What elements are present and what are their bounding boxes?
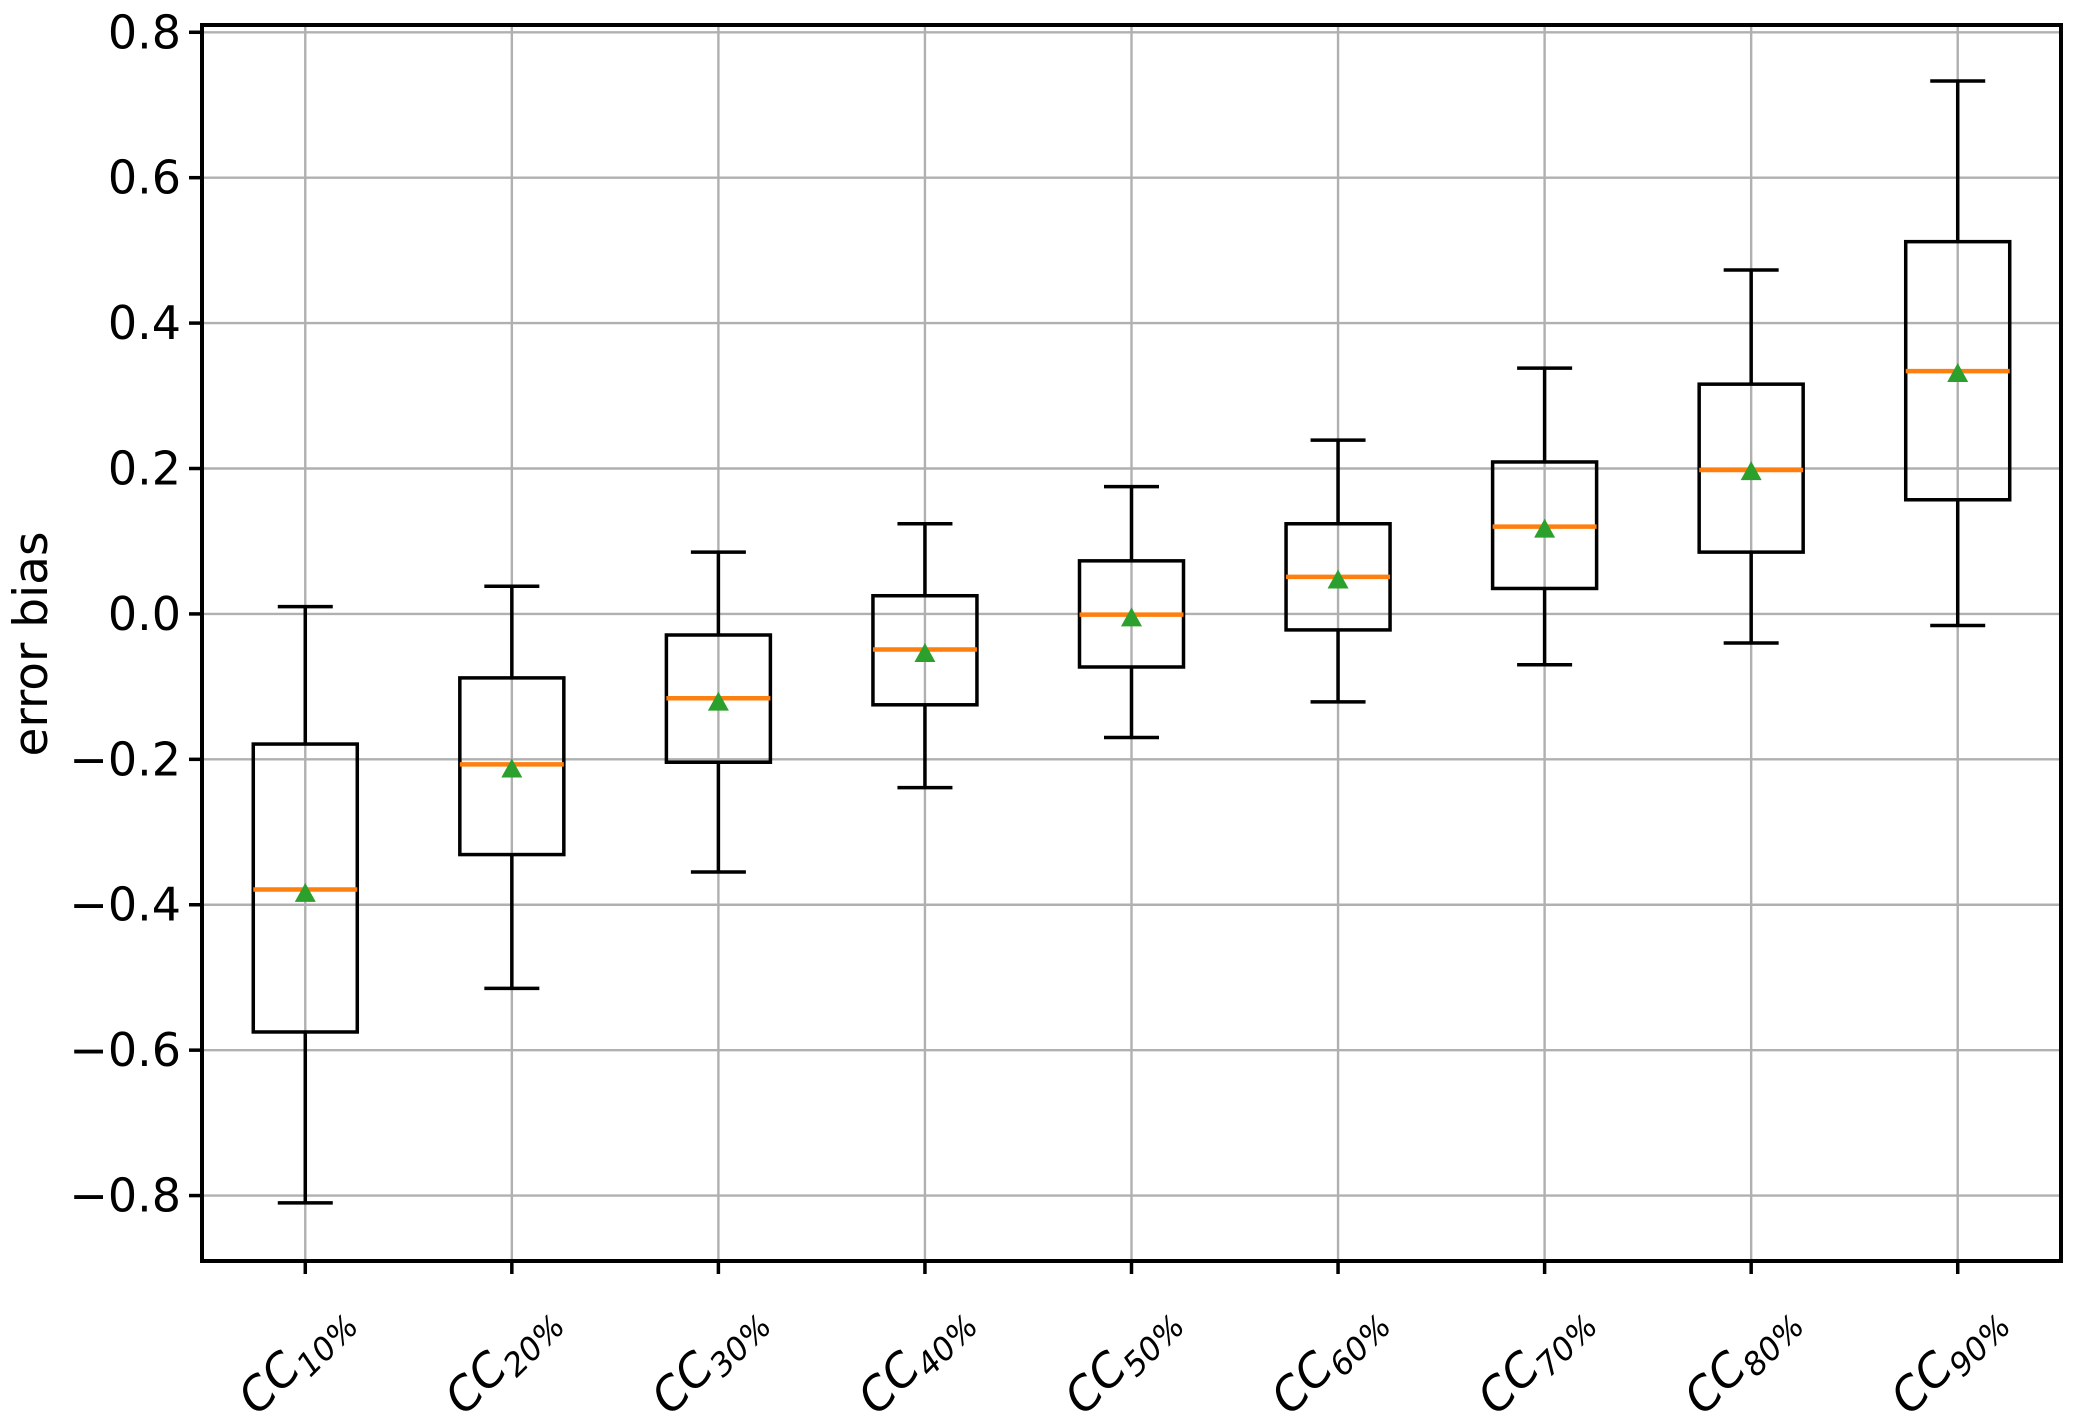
y-tick-label: 0.2: [108, 442, 181, 496]
y-tick-label: −0.4: [69, 878, 181, 932]
mean-marker: [501, 758, 523, 778]
mean-marker: [1947, 363, 1969, 383]
y-tick-label: −0.6: [69, 1023, 181, 1077]
y-tick-label: 0.6: [108, 151, 181, 205]
mean-marker: [914, 642, 936, 662]
x-tick-label: CC90%: [1880, 1291, 2019, 1424]
box-group-CC_90%: [1903, 79, 2012, 628]
box-group-CC_60%: [1284, 438, 1392, 704]
box-group-CC_20%: [458, 584, 566, 991]
mean-marker: [294, 882, 316, 902]
mean-marker: [707, 691, 729, 711]
x-tick-label: CC10%: [227, 1291, 366, 1424]
mean-marker: [1534, 518, 1556, 538]
x-tick-label: CC30%: [640, 1291, 779, 1424]
x-tick-label: CC20%: [434, 1291, 573, 1424]
x-tick-label: CC70%: [1466, 1291, 1605, 1424]
x-tick-label: CC50%: [1053, 1291, 1192, 1424]
mean-marker: [1327, 569, 1349, 589]
y-tick-label: 0.8: [108, 5, 181, 59]
mean-marker: [1121, 607, 1142, 627]
axes-layer: 0.8 0.6 0.4 0.2 0.0 −0.2 −0.4 −0.6 −0.8 CC10% CC20…: [69, 5, 2063, 1424]
grid-layer: [202, 25, 2061, 1261]
x-tick-label: CC40%: [847, 1291, 986, 1424]
mean-marker: [1740, 461, 1762, 481]
x-tick-label: CC60%: [1260, 1291, 1399, 1424]
x-tick-label: CC80%: [1673, 1291, 1812, 1424]
box-group-CC_30%: [664, 550, 773, 874]
box-group-CC_10%: [251, 604, 360, 1205]
box-group-CC_80%: [1697, 268, 1805, 645]
y-tick-label: −0.8: [69, 1169, 181, 1223]
box-group-CC_70%: [1490, 366, 1599, 667]
boxes-layer: [251, 79, 2012, 1205]
y-tick-label: 0.4: [108, 296, 181, 350]
box-group-CC_40%: [871, 522, 979, 790]
y-tick-label: 0.0: [108, 587, 181, 641]
y-tick-label: −0.2: [69, 732, 181, 786]
y-axis-label: error bias: [4, 532, 59, 757]
box-group-CC_50%: [1077, 484, 1186, 740]
